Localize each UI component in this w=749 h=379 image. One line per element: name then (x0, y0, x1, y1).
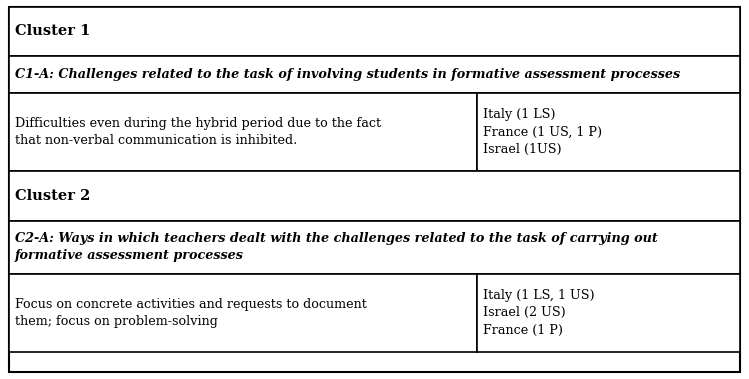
Bar (9, 274, 477, 352)
Bar (9, 56, 740, 93)
Text: Difficulties even during the hybrid period due to the fact
that non-verbal commu: Difficulties even during the hybrid peri… (15, 117, 381, 147)
Bar (9, 171, 740, 221)
Bar (9, 221, 740, 274)
Bar (477, 93, 740, 171)
Bar (477, 274, 740, 352)
Text: C2-A: Ways in which teachers dealt with the challenges related to the task of ca: C2-A: Ways in which teachers dealt with … (15, 232, 658, 262)
Bar (9, 93, 477, 171)
Text: Cluster 2: Cluster 2 (15, 189, 91, 203)
Text: Italy (1 LS, 1 US)
Israel (2 US)
France (1 P): Italy (1 LS, 1 US) Israel (2 US) France … (483, 289, 595, 337)
Text: C1-A: Challenges related to the task of involving students in formative assessme: C1-A: Challenges related to the task of … (15, 68, 680, 81)
Bar (9, 7, 740, 56)
Text: Focus on concrete activities and requests to document
them; focus on problem-sol: Focus on concrete activities and request… (15, 298, 367, 328)
Text: Italy (1 LS)
France (1 US, 1 P)
Israel (1US): Italy (1 LS) France (1 US, 1 P) Israel (… (483, 108, 602, 156)
Text: Cluster 1: Cluster 1 (15, 25, 91, 39)
